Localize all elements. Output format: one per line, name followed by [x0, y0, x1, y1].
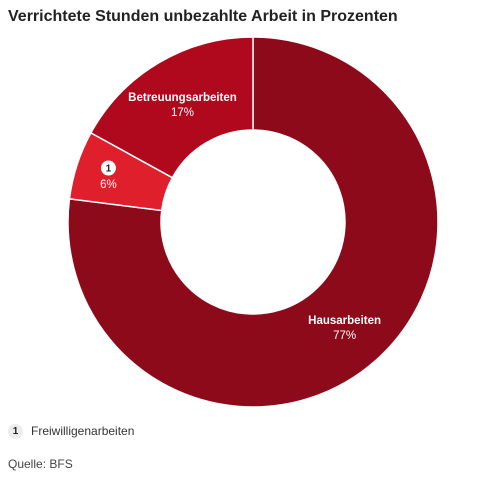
slice-hausarbeiten — [67, 36, 439, 408]
footnote: 1 Freiwilligenarbeiten — [8, 421, 134, 441]
donut-labels: Hausarbeiten 77% 1 6% Betreuungsarbeiten 17% — [100, 92, 381, 342]
slice-betreuungsarbeiten — [89, 36, 254, 179]
slice-value-hausarbeiten: 77% — [333, 330, 356, 342]
donut-slices — [67, 36, 439, 408]
slice-value-betreuungsarbeiten: 17% — [171, 107, 194, 119]
slice-label-betreuungsarbeiten: Betreuungsarbeiten — [128, 92, 237, 104]
source-note: Quelle: BFS — [8, 457, 73, 471]
slice-label-hausarbeiten: Hausarbeiten — [308, 315, 381, 327]
footnote-text: Freiwilligenarbeiten — [31, 424, 135, 438]
chart-title: Verrichtete Stunden unbezahlte Arbeit in… — [8, 8, 398, 25]
footnote-marker: 1 — [8, 423, 23, 439]
slice-marker-badge — [100, 160, 116, 176]
slice-marker-label: 1 — [106, 164, 112, 175]
slice-value-footnote-1: 6% — [100, 179, 117, 191]
